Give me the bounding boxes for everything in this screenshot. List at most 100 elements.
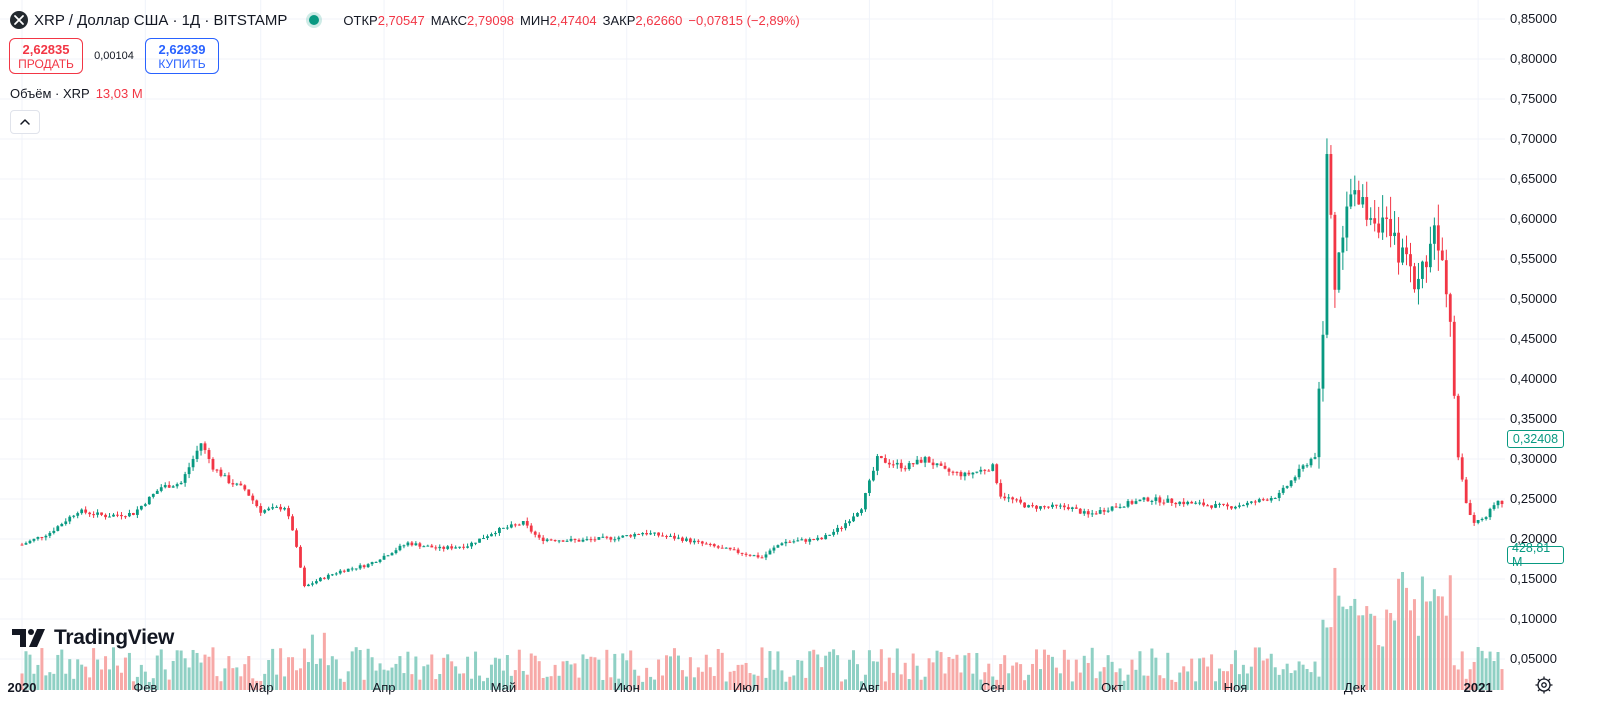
volume-bar — [1349, 605, 1353, 690]
candle — [1190, 500, 1194, 504]
candle — [330, 573, 334, 577]
candle — [1106, 507, 1110, 513]
volume-bar — [875, 661, 879, 690]
tradingview-logo[interactable]: TradingView — [12, 626, 174, 650]
candle — [112, 513, 115, 517]
candle — [243, 484, 247, 492]
volume-bar — [637, 675, 641, 690]
candle — [967, 470, 971, 477]
volume-bar — [263, 673, 267, 690]
candle — [44, 534, 48, 541]
candle — [203, 441, 207, 454]
x-tick-label: 2020 — [7, 680, 37, 695]
candle — [418, 541, 422, 549]
volume-bar — [318, 658, 322, 690]
candle — [677, 534, 680, 540]
volume-legend[interactable]: Объём · XRP 13,03 M — [10, 86, 143, 101]
x-tick-label: 2021 — [1463, 680, 1493, 695]
volume-bar — [983, 672, 987, 690]
volume-bar — [1289, 673, 1293, 690]
x-tick-label: Авг — [859, 680, 880, 695]
volume-bar — [505, 655, 509, 690]
volume-bar — [247, 656, 251, 690]
volume-bar — [52, 673, 56, 690]
volume-bar — [123, 657, 127, 690]
candle — [450, 543, 454, 551]
volume-bar — [227, 656, 231, 690]
candle — [931, 458, 935, 469]
candle — [486, 534, 489, 540]
candle — [1405, 235, 1408, 266]
candle — [1488, 507, 1492, 520]
candle — [987, 469, 991, 472]
gear-icon[interactable] — [1534, 675, 1554, 695]
volume-bar — [422, 666, 426, 690]
volume-bar — [1122, 680, 1126, 690]
volume-bar — [517, 649, 521, 690]
chevron-up-icon — [20, 119, 30, 125]
volume-bar — [1412, 599, 1416, 690]
volume-bar — [943, 673, 947, 690]
volume-bar — [191, 649, 195, 690]
volume-bar — [804, 677, 808, 690]
volume-bar — [64, 673, 68, 690]
candle — [215, 468, 219, 473]
volume-bar — [975, 653, 979, 690]
candle — [1062, 503, 1066, 511]
volume-bar — [1273, 667, 1277, 690]
volume-bar — [915, 665, 919, 690]
sell-button[interactable]: 2,62835 ПРОДАТЬ — [9, 38, 83, 74]
volume-bar — [557, 675, 561, 690]
volume-bar — [1424, 601, 1428, 690]
candle — [40, 536, 44, 541]
candle — [549, 538, 553, 541]
symbol-title[interactable]: XRP / Доллар США · 1Д · BITSTAMP — [34, 11, 288, 29]
volume-bar — [1309, 672, 1313, 690]
volume-bar — [1007, 673, 1011, 690]
volume-bar — [712, 675, 716, 690]
volume-bar — [863, 674, 867, 690]
volume-bar — [108, 669, 112, 690]
sell-price: 2,62835 — [22, 41, 70, 57]
candle — [28, 539, 32, 544]
candle — [163, 482, 167, 489]
candle — [541, 535, 545, 545]
candle — [732, 547, 736, 551]
buy-button[interactable]: 2,62939 КУПИТЬ — [145, 38, 219, 74]
candle — [386, 554, 390, 557]
volume-bar — [1046, 654, 1050, 690]
volume-bar — [724, 681, 728, 690]
volume-bar — [911, 653, 915, 690]
candle — [871, 466, 875, 482]
candle — [48, 531, 52, 539]
volume-bar — [446, 654, 450, 690]
volume-bar — [279, 648, 283, 690]
candle — [72, 514, 76, 519]
volume-bar — [661, 675, 665, 690]
volume-bar — [92, 648, 96, 690]
candle — [505, 524, 509, 530]
volume-bar — [291, 657, 295, 690]
volume-bar — [704, 654, 708, 690]
low-value: 2,47404 — [549, 12, 597, 28]
volume-bar — [342, 681, 346, 690]
volume-bar — [1206, 666, 1210, 690]
volume-bar — [1174, 681, 1178, 690]
y-tick-label: 0,15000 — [1510, 571, 1557, 586]
candle — [625, 535, 629, 537]
volume-bar — [20, 673, 24, 690]
volume-bar — [1432, 589, 1436, 690]
candle — [1082, 508, 1086, 516]
candle — [175, 482, 179, 489]
candle — [259, 503, 263, 516]
candle — [899, 459, 903, 472]
volume-bar — [848, 659, 852, 690]
volume-bar — [183, 658, 187, 690]
volume-bar — [533, 655, 537, 690]
candle — [951, 470, 955, 476]
candle — [422, 545, 426, 548]
candle — [1492, 502, 1496, 511]
candle — [482, 534, 485, 540]
collapse-legend-button[interactable] — [10, 110, 40, 134]
